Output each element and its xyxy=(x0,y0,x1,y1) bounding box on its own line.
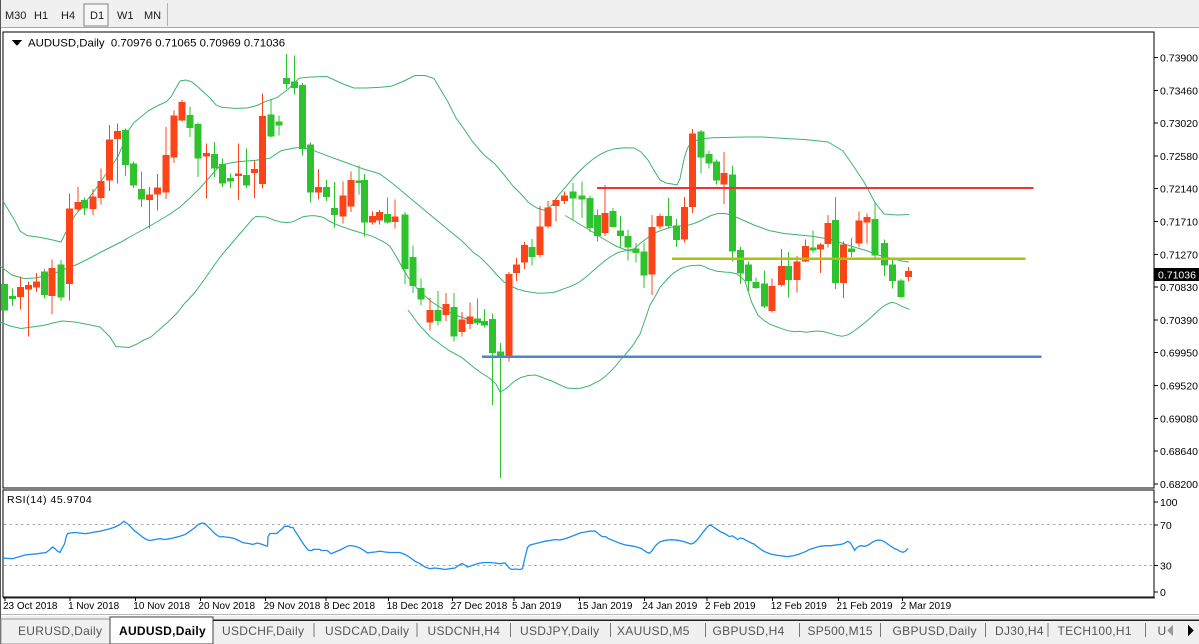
svg-text:AUDUSD,Daily 0.70976 0.71065: AUDUSD,Daily 0.70976 0.71065 0.70969 0.7… xyxy=(28,38,285,50)
svg-text:SP500,M15: SP500,M15 xyxy=(808,624,873,638)
svg-text:H4: H4 xyxy=(61,10,75,22)
svg-text:USDCAD,Daily: USDCAD,Daily xyxy=(325,624,409,638)
svg-text:5 Jan 2019: 5 Jan 2019 xyxy=(512,601,562,612)
svg-text:USDJPY,Daily: USDJPY,Daily xyxy=(520,624,599,638)
svg-text:70: 70 xyxy=(1160,520,1172,532)
svg-text:0.73900: 0.73900 xyxy=(1160,53,1198,65)
svg-text:0.72140: 0.72140 xyxy=(1160,184,1198,196)
svg-text:2 Feb 2019: 2 Feb 2019 xyxy=(705,601,756,612)
svg-text:U: U xyxy=(1158,624,1167,638)
svg-text:0.68200: 0.68200 xyxy=(1160,479,1198,491)
svg-text:D1: D1 xyxy=(90,10,104,22)
svg-text:TECH100,H1: TECH100,H1 xyxy=(1058,624,1132,638)
svg-text:M30: M30 xyxy=(5,10,26,22)
svg-text:0.69520: 0.69520 xyxy=(1160,381,1198,393)
svg-text:27 Dec 2018: 27 Dec 2018 xyxy=(451,601,508,612)
svg-text:18 Dec 2018: 18 Dec 2018 xyxy=(387,601,444,612)
svg-text:MN: MN xyxy=(144,10,161,22)
svg-text:W1: W1 xyxy=(117,10,134,22)
svg-text:30: 30 xyxy=(1160,561,1172,573)
svg-text:0.71036: 0.71036 xyxy=(1158,270,1196,282)
svg-text:USDCHF,Daily: USDCHF,Daily xyxy=(222,624,304,638)
svg-text:24 Jan 2019: 24 Jan 2019 xyxy=(642,601,697,612)
svg-text:100: 100 xyxy=(1160,497,1178,509)
svg-text:0: 0 xyxy=(1160,587,1166,599)
svg-text:RSI(14) 45.9704: RSI(14) 45.9704 xyxy=(7,494,92,506)
svg-text:EURUSD,Daily: EURUSD,Daily xyxy=(18,624,102,638)
svg-text:AUDUSD,Daily: AUDUSD,Daily xyxy=(119,624,206,638)
svg-text:0.70830: 0.70830 xyxy=(1160,282,1198,294)
svg-text:23 Oct 2018: 23 Oct 2018 xyxy=(3,601,58,612)
svg-text:GBPUSD,Daily: GBPUSD,Daily xyxy=(893,624,977,638)
svg-text:1 Nov 2018: 1 Nov 2018 xyxy=(68,601,120,612)
svg-text:2 Mar 2019: 2 Mar 2019 xyxy=(901,601,952,612)
svg-text:12 Feb 2019: 12 Feb 2019 xyxy=(771,601,828,612)
svg-text:0.72580: 0.72580 xyxy=(1160,151,1198,163)
svg-text:8 Dec 2018: 8 Dec 2018 xyxy=(324,601,376,612)
svg-text:DJ30,H4: DJ30,H4 xyxy=(995,624,1044,638)
svg-text:H1: H1 xyxy=(34,10,48,22)
svg-text:0.73020: 0.73020 xyxy=(1160,118,1198,130)
svg-text:29 Nov 2018: 29 Nov 2018 xyxy=(264,601,321,612)
svg-text:0.71270: 0.71270 xyxy=(1160,249,1198,261)
svg-text:21 Feb 2019: 21 Feb 2019 xyxy=(836,601,893,612)
svg-text:10 Nov 2018: 10 Nov 2018 xyxy=(133,601,190,612)
svg-text:GBPUSD,H4: GBPUSD,H4 xyxy=(713,624,785,638)
svg-text:0.68640: 0.68640 xyxy=(1160,446,1198,458)
svg-text:0.69080: 0.69080 xyxy=(1160,413,1198,425)
svg-text:20 Nov 2018: 20 Nov 2018 xyxy=(198,601,255,612)
svg-text:0.71710: 0.71710 xyxy=(1160,217,1198,229)
svg-text:XAUUSD,M5: XAUUSD,M5 xyxy=(617,624,690,638)
svg-text:15 Jan 2019: 15 Jan 2019 xyxy=(577,601,632,612)
svg-text:0.70390: 0.70390 xyxy=(1160,315,1198,327)
svg-text:0.73460: 0.73460 xyxy=(1160,85,1198,97)
svg-text:0.69950: 0.69950 xyxy=(1160,348,1198,360)
svg-text:USDCNH,H4: USDCNH,H4 xyxy=(428,624,501,638)
